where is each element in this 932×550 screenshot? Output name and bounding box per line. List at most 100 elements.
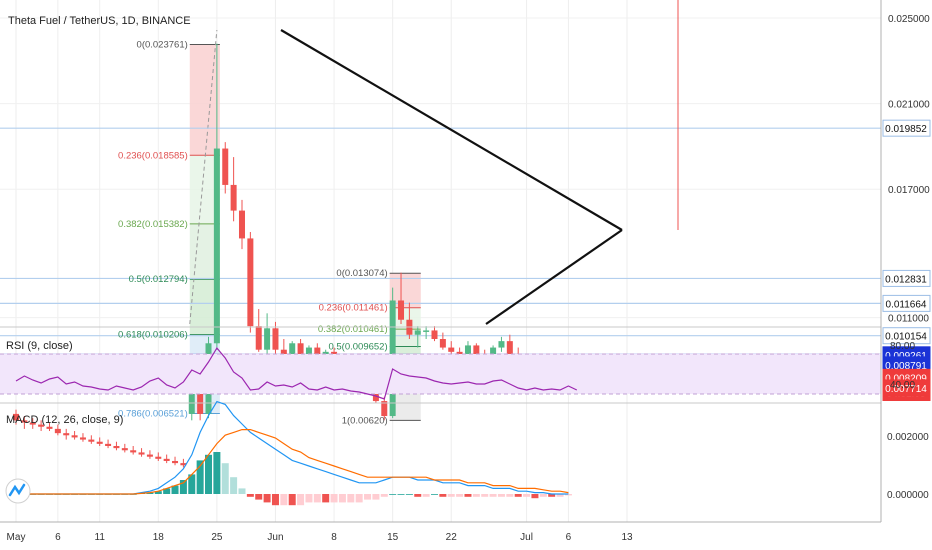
macd-hist-bar — [154, 491, 162, 494]
candle — [305, 347, 312, 354]
macd-label: MACD (12, 26, close, 9) — [6, 414, 123, 426]
trendlines[interactable] — [280, 29, 623, 325]
fib-left-label-4: 0.618(0.010206) — [118, 330, 188, 341]
macd-hist-bar — [489, 494, 497, 497]
time-tick-11: 13 — [621, 532, 633, 543]
candle — [247, 238, 254, 327]
macd-hist-bar — [472, 494, 480, 497]
macd-hist-bar — [330, 494, 338, 503]
candle — [38, 424, 45, 427]
macd-hist-bar — [246, 494, 254, 497]
macd-hist-bar — [347, 494, 355, 503]
fib-left-label-1: 0.236(0.018585) — [118, 150, 188, 161]
price-tag-4: 0.009261 — [885, 351, 927, 362]
time-tick-7: 15 — [387, 532, 399, 543]
price-tick-1: 0.021000 — [888, 100, 930, 111]
macd-hist-bar — [497, 494, 505, 497]
trendline-upper — [280, 29, 623, 231]
fib-left-trend — [189, 29, 218, 325]
price-tag-box-2 — [882, 294, 931, 312]
time-tick-0: May — [7, 532, 26, 543]
fib-left-zone-0 — [189, 44, 220, 156]
fib-right-zone-1 — [389, 307, 421, 330]
macd-hist-bar — [422, 494, 430, 497]
candle — [63, 433, 70, 436]
macd-hist-bar — [556, 494, 564, 497]
macd-hist-bar — [431, 494, 438, 495]
chart-title: Theta Fuel / TetherUS, 1D, BINANCE — [8, 15, 191, 27]
macd-hist-bar — [221, 463, 229, 494]
candle — [431, 330, 438, 339]
fib-right-zone-2 — [389, 329, 421, 347]
time-tick-3: 18 — [153, 532, 165, 543]
macd-hist-bar — [464, 494, 472, 497]
time-tick-1: 6 — [55, 532, 61, 543]
time-axis: May 6 11 18 25 Jun 8 15 22 Jul 6 13 — [7, 532, 633, 543]
macd-hist-bar — [230, 477, 238, 494]
fib-right-label-2: 0.382(0.010461) — [318, 324, 388, 335]
macd-hist-bar — [171, 485, 179, 494]
macd-hist-bar — [271, 494, 279, 506]
candles[interactable] — [13, 43, 580, 468]
price-tag-6: 0.008209 — [885, 373, 927, 384]
trendline-lower — [485, 229, 623, 325]
candle — [88, 439, 95, 442]
candle — [255, 326, 262, 350]
candle — [372, 388, 379, 402]
macd-hist-bar — [297, 494, 305, 506]
macd-hist-bar — [548, 494, 556, 497]
price-tick-3: 0.011000 — [888, 314, 929, 325]
candle — [113, 446, 120, 449]
rsi-label: RSI (9, close) — [6, 340, 73, 352]
macd-hist-bar — [305, 494, 313, 503]
macd-hist-bar — [539, 494, 547, 497]
macd-pane — [12, 400, 572, 506]
rsi-path — [15, 346, 578, 400]
macd-hist-bar — [531, 494, 539, 499]
candle — [213, 148, 220, 344]
macd-hist-bar — [205, 454, 213, 494]
fib-left-label-0: 0(0.023761) — [137, 40, 188, 51]
macd-hist-bar — [280, 494, 288, 506]
candle — [54, 428, 61, 434]
candle — [29, 422, 36, 425]
candle — [423, 330, 430, 332]
candle — [130, 450, 137, 453]
time-tick-2: 11 — [95, 532, 106, 543]
fib-left-label-3: 0.5(0.012794) — [129, 274, 188, 285]
candle — [473, 345, 480, 354]
rsi-tick-80: 80.00 — [890, 341, 915, 352]
candle — [297, 343, 304, 354]
candle — [398, 300, 405, 320]
macd-hist-bar — [481, 494, 489, 497]
rsi-tick-40: 40.00 — [890, 380, 915, 391]
candle — [230, 184, 237, 211]
macd-hist-bar — [564, 494, 572, 496]
macd-hist-bar — [372, 494, 380, 500]
macd-hist-bar — [146, 492, 154, 494]
candle — [46, 426, 53, 429]
macd-hist-bar — [389, 494, 397, 495]
time-tick-9: Jul — [520, 532, 533, 543]
candle — [146, 454, 153, 457]
candle — [121, 448, 128, 451]
macd-hist-bar — [414, 494, 422, 497]
candle — [71, 435, 78, 438]
candle — [188, 390, 195, 414]
tradingview-logo-icon[interactable] — [5, 478, 31, 504]
candle — [314, 347, 321, 357]
macd-hist-bar — [447, 494, 455, 497]
candle — [21, 420, 28, 423]
macd-hist-bar — [163, 488, 171, 494]
signal-line — [16, 429, 569, 495]
candle — [439, 339, 446, 348]
candle — [272, 328, 279, 350]
price-tags: 0.019852 0.012831 0.011664 0.010154 0.009261… — [882, 119, 931, 401]
rsi-line — [15, 346, 578, 400]
macd-hist-bar — [263, 494, 271, 503]
macd-hist-bar — [364, 494, 372, 500]
candle — [197, 390, 204, 414]
price-tag-box-8 — [882, 379, 931, 397]
price-tag-box-0 — [882, 119, 931, 137]
candle — [172, 460, 179, 464]
